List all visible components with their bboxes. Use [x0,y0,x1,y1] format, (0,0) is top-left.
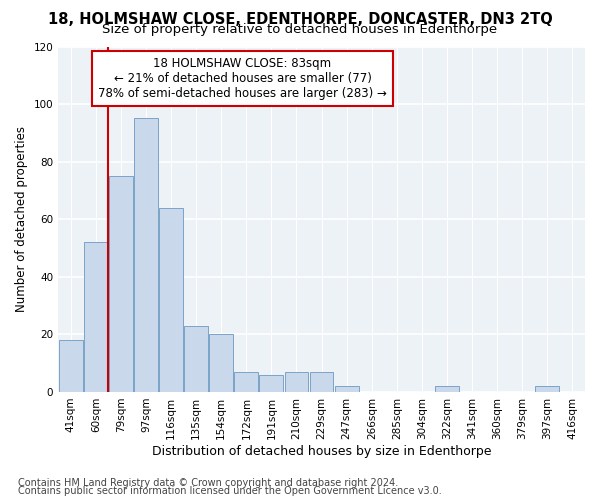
Text: 18 HOLMSHAW CLOSE: 83sqm
← 21% of detached houses are smaller (77)
78% of semi-d: 18 HOLMSHAW CLOSE: 83sqm ← 21% of detach… [98,57,387,100]
Bar [435,386,459,392]
Bar [310,372,334,392]
Bar [159,208,183,392]
Bar [84,242,108,392]
Text: 18, HOLMSHAW CLOSE, EDENTHORPE, DONCASTER, DN3 2TQ: 18, HOLMSHAW CLOSE, EDENTHORPE, DONCASTE… [47,12,553,28]
Bar [59,340,83,392]
X-axis label: Distribution of detached houses by size in Edenthorpe: Distribution of detached houses by size … [152,444,491,458]
Bar [259,374,283,392]
Bar [335,386,359,392]
Bar [134,118,158,392]
Bar [209,334,233,392]
Text: Contains public sector information licensed under the Open Government Licence v3: Contains public sector information licen… [18,486,442,496]
Y-axis label: Number of detached properties: Number of detached properties [15,126,28,312]
Bar [284,372,308,392]
Bar [109,176,133,392]
Text: Contains HM Land Registry data © Crown copyright and database right 2024.: Contains HM Land Registry data © Crown c… [18,478,398,488]
Bar [235,372,258,392]
Text: Size of property relative to detached houses in Edenthorpe: Size of property relative to detached ho… [103,22,497,36]
Bar [535,386,559,392]
Bar [184,326,208,392]
